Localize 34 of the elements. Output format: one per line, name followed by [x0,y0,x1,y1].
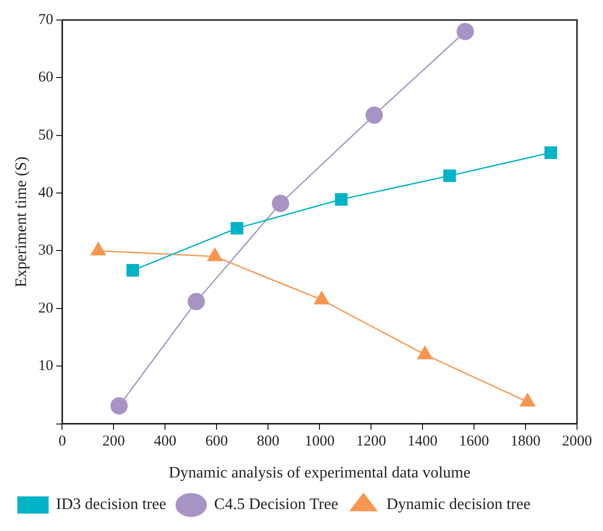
point [126,264,140,277]
x-tick-label: 1200 [356,434,386,450]
y-axis-title: Experiment time (S) [12,156,30,288]
y-tick-label: 70 [38,12,54,28]
x-axis-title: Dynamic analysis of experimental data volume [168,464,470,482]
point [366,106,383,124]
point [272,194,290,212]
y-tick-label: 40 [38,184,54,201]
x-tick-label: 800 [256,434,280,450]
point [456,22,474,40]
legend-label: Dynamic decision tree [386,496,530,514]
point [110,397,128,415]
y-tick-label: 60 [38,70,54,86]
x-tick-label: 600 [205,434,228,450]
x-tick-label: 1400 [408,434,438,450]
point [520,393,536,407]
y-tick-label: 50 [38,127,54,144]
x-tick-label: 2000 [562,434,592,450]
y-tick-label: 20 [38,300,54,316]
y-tick-label: 10 [38,358,54,374]
x-tick-label: 1000 [304,434,335,450]
x-tick-label: 0 [58,434,66,450]
x-tick-label: 200 [102,434,125,450]
x-tick-label: 1600 [459,434,490,450]
point [334,193,348,206]
x-tick-label: 400 [154,434,176,450]
point [188,292,205,310]
legend-label: C4.5 Decision Tree [214,496,338,514]
point [230,222,244,235]
y-tick-label: 30 [38,242,54,259]
point [544,146,558,159]
legend-label: ID3 decision tree [56,496,166,514]
x-tick-label: 1800 [510,434,541,450]
point [443,169,456,182]
